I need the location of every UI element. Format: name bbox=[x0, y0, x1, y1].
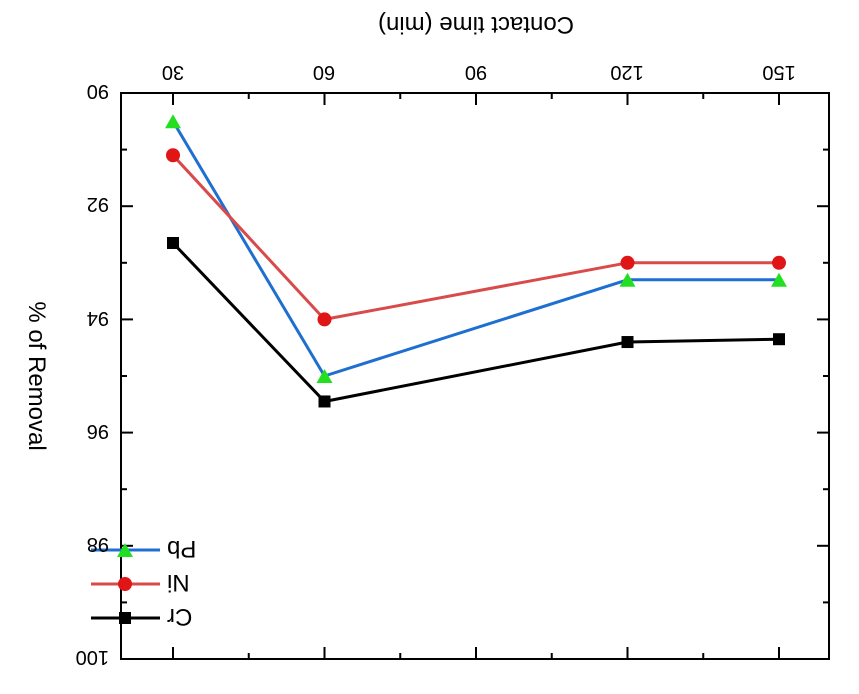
x-tick-label-150: 150 bbox=[762, 61, 795, 83]
legend-entry-pb bbox=[91, 543, 160, 557]
legend-marker-ni bbox=[118, 577, 132, 591]
data-point-cr-150 bbox=[773, 333, 785, 346]
series-line-pb bbox=[171, 120, 779, 378]
data-point-pb-30 bbox=[165, 114, 181, 129]
y-tick-label-94: 94 bbox=[87, 307, 109, 329]
y-axis-title: % of Removal bbox=[23, 301, 50, 450]
legend bbox=[91, 543, 160, 624]
legend-label-ni: Ni bbox=[167, 569, 190, 596]
x-tick-label-120: 120 bbox=[610, 61, 643, 83]
series-line-ni bbox=[171, 154, 779, 321]
y-tick-label-92: 92 bbox=[87, 193, 109, 215]
data-point-cr-60 bbox=[318, 395, 331, 408]
data-point-ni-120 bbox=[620, 255, 635, 270]
x-tick-label-30: 30 bbox=[162, 61, 184, 83]
y-tick-label-98: 98 bbox=[87, 533, 109, 555]
plot-frame bbox=[120, 92, 830, 660]
data-point-pb-60 bbox=[316, 369, 333, 383]
legend-label-cr: Cr bbox=[167, 603, 192, 630]
legend-marker-pb bbox=[117, 543, 133, 557]
series-line-cr bbox=[171, 241, 780, 403]
data-point-cr-120 bbox=[621, 336, 634, 349]
legend-marker-cr bbox=[119, 612, 131, 624]
y-tick-label-96: 96 bbox=[87, 420, 109, 442]
data-point-cr-30 bbox=[167, 236, 179, 249]
axis-ticks bbox=[121, 92, 829, 660]
legend-entry-cr bbox=[91, 612, 160, 624]
x-axis-title: Contact time (min) bbox=[378, 11, 574, 38]
x-tick-label-60: 60 bbox=[313, 61, 335, 83]
series-layer bbox=[165, 114, 787, 408]
data-point-ni-150 bbox=[772, 255, 786, 270]
legend-entry-ni bbox=[91, 577, 160, 591]
y-tick-label-90: 90 bbox=[87, 80, 109, 102]
x-tick-label-90: 90 bbox=[465, 61, 487, 83]
data-point-pb-120 bbox=[619, 272, 636, 287]
data-point-ni-60 bbox=[317, 312, 332, 327]
data-point-ni-30 bbox=[166, 148, 180, 163]
y-tick-label-100: 100 bbox=[76, 646, 109, 668]
legend-label-pb: Pb bbox=[167, 535, 196, 562]
data-point-pb-150 bbox=[771, 272, 787, 287]
